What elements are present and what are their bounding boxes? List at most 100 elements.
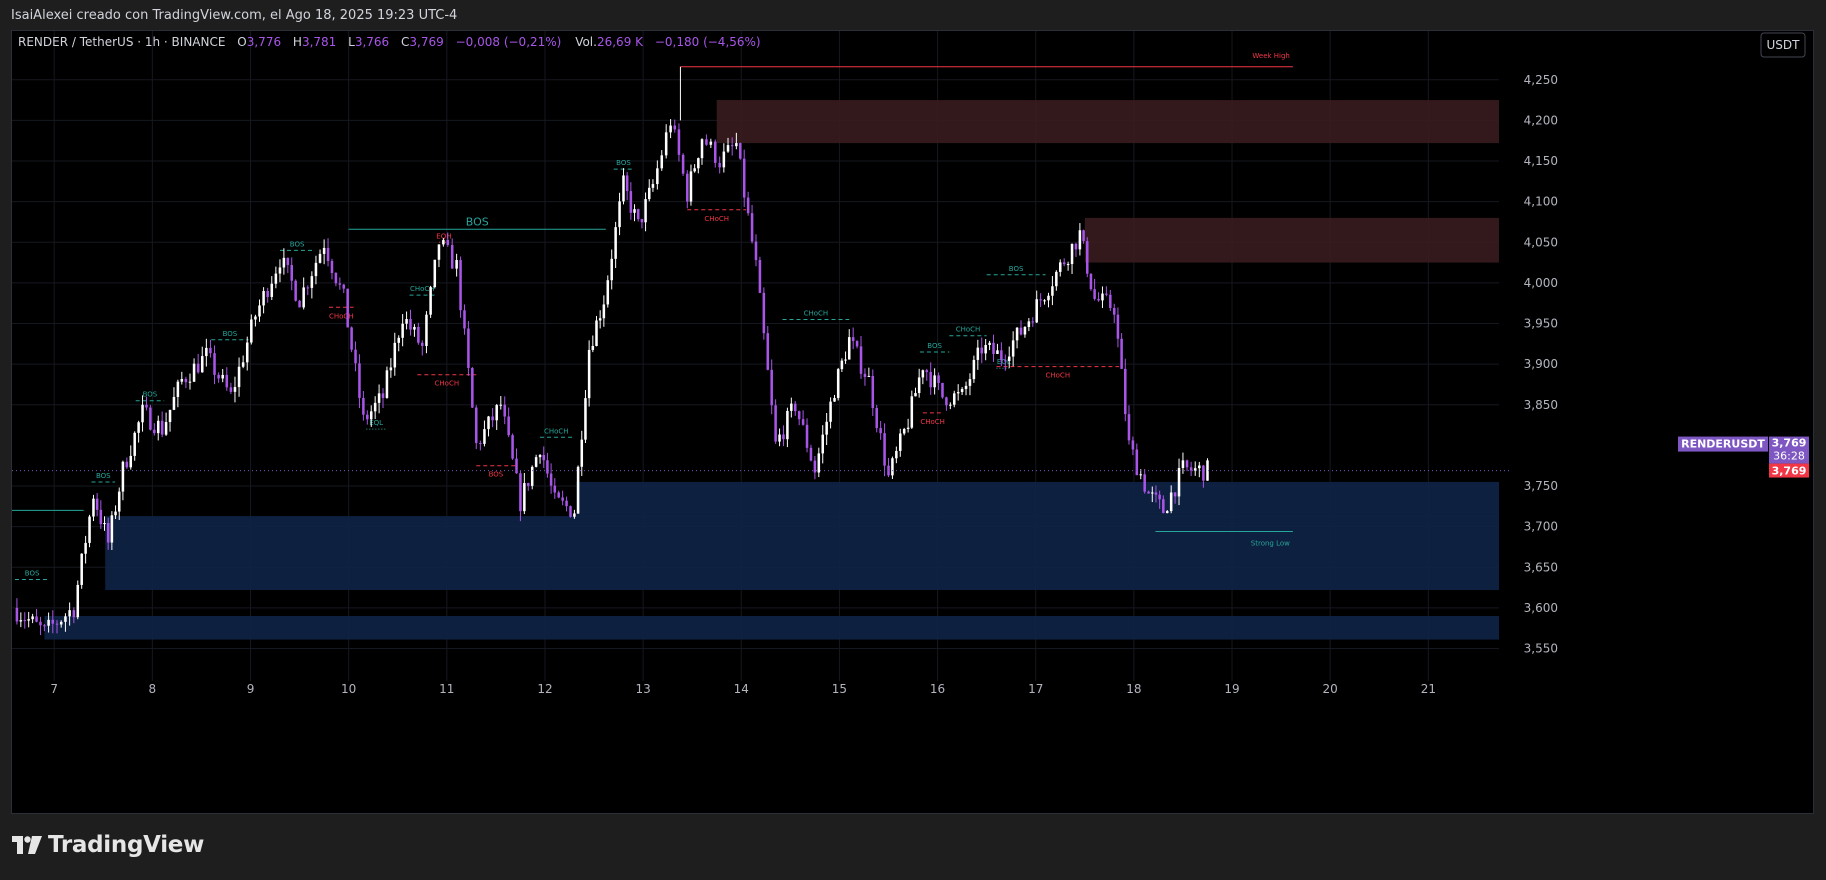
bearish-candle xyxy=(542,454,546,461)
x-tick-label: 16 xyxy=(930,682,945,696)
bearish-candle xyxy=(1116,314,1120,339)
bearish-candle xyxy=(762,292,766,334)
bearish-candle xyxy=(527,483,530,486)
bearish-candle xyxy=(992,342,995,354)
chart-canvas[interactable]: BOS BOS BOS BOS BOS BOS CHoCH EQH CHoCH EQL CHoCH B… xyxy=(12,31,1813,813)
strong-low-label: Strong Low xyxy=(1251,540,1290,548)
time-axis[interactable]: 7 8 9 10 11 12 13 14 15 16 17 18 19 20 21 xyxy=(50,682,1436,696)
bearish-candle xyxy=(290,265,294,281)
bearish-candle xyxy=(511,435,514,459)
bullish-candle xyxy=(437,244,441,260)
bullish-candle xyxy=(241,362,245,367)
bullish-candle xyxy=(1043,300,1046,302)
bullish-candle xyxy=(110,515,114,543)
bullish-candle xyxy=(660,155,664,169)
bullish-candle xyxy=(610,258,613,281)
bullish-candle xyxy=(373,402,377,412)
legend-high: 3,781 xyxy=(302,35,336,49)
x-tick-label: 12 xyxy=(537,682,552,696)
bullish-candle xyxy=(318,253,322,263)
bearish-candle xyxy=(72,610,76,618)
bullish-candle xyxy=(278,267,282,274)
price-axis[interactable]: 4,250 4,200 4,150 4,100 4,050 4,000 3,950 3,900… xyxy=(1524,73,1558,656)
bullish-candle xyxy=(669,125,672,133)
bullish-candle xyxy=(401,323,404,338)
structure-label: EQL xyxy=(997,358,1011,366)
bearish-candle xyxy=(730,145,734,147)
bullish-candle xyxy=(487,416,490,430)
bullish-candle xyxy=(1058,262,1062,272)
currency-button[interactable]: USDT xyxy=(1760,32,1806,58)
bullish-candle xyxy=(1035,299,1038,323)
bearish-candle xyxy=(929,371,932,388)
bearish-candle xyxy=(213,353,216,375)
bullish-candle xyxy=(656,168,659,185)
bullish-candle xyxy=(726,145,730,152)
bullish-candle xyxy=(47,619,50,626)
bullish-candle xyxy=(1027,321,1031,327)
bearish-candle xyxy=(1082,230,1085,242)
bullish-candle xyxy=(121,461,125,492)
structure-label: CHoCH xyxy=(1046,372,1071,380)
bullish-candle xyxy=(972,359,976,380)
bullish-candle xyxy=(442,239,445,245)
bullish-candle xyxy=(1101,293,1104,301)
bearish-candle xyxy=(980,347,984,354)
structure-label: BOS xyxy=(927,342,942,350)
bearish-candle xyxy=(1093,289,1096,299)
bullish-candle xyxy=(921,370,925,378)
bullish-candle xyxy=(180,378,184,382)
bearish-candle xyxy=(417,326,420,343)
bullish-candle xyxy=(192,363,196,382)
bearish-candle xyxy=(636,209,640,220)
bearish-candle xyxy=(677,129,681,155)
bearish-candle xyxy=(362,397,365,415)
bullish-candle xyxy=(221,374,224,379)
bullish-candle xyxy=(996,350,999,354)
bullish-candle xyxy=(1169,492,1173,512)
bearish-candle xyxy=(55,623,59,625)
structure-label: EQL xyxy=(369,419,383,427)
currency-label[interactable]: USDT xyxy=(1767,38,1801,52)
bullish-candle xyxy=(917,377,921,394)
bearish-candle xyxy=(99,509,103,525)
bullish-candle xyxy=(1023,326,1027,335)
legend-vol-label: Vol. xyxy=(575,35,597,49)
bearish-candle xyxy=(742,158,746,198)
bullish-candle xyxy=(906,427,910,429)
chart-panel[interactable]: BOS BOS BOS BOS BOS BOS CHoCH EQH CHoCH EQL CHoCH B… xyxy=(11,30,1814,814)
bearish-candle xyxy=(681,154,685,174)
bullish-candle xyxy=(176,381,180,397)
bearish-candle xyxy=(813,460,817,473)
bearish-candle xyxy=(561,497,564,501)
bearish-candle xyxy=(503,404,506,417)
bullish-candle xyxy=(1070,243,1074,265)
bullish-candle xyxy=(976,347,980,360)
bullish-candle xyxy=(618,201,621,228)
bullish-candle xyxy=(534,457,538,467)
bearish-candle xyxy=(463,310,466,329)
structure-label: BOS xyxy=(96,472,111,480)
legend-line: RENDER / TetherUS · 1h · BINANCE O3,776 … xyxy=(18,35,761,49)
bullish-candle xyxy=(322,247,326,254)
bearish-candle xyxy=(1162,499,1165,514)
bullish-candle xyxy=(844,359,847,361)
bearish-candle xyxy=(1039,299,1042,301)
y-tick-label: 4,050 xyxy=(1524,235,1558,249)
bearish-candle xyxy=(883,433,886,466)
y-tick-label: 4,100 xyxy=(1524,195,1558,209)
bearish-candle xyxy=(1185,460,1189,468)
bullish-candle xyxy=(933,375,936,388)
bullish-candle xyxy=(270,283,274,297)
bearish-candle xyxy=(569,506,572,517)
bearish-candle xyxy=(797,411,801,420)
y-tick-label: 3,550 xyxy=(1524,642,1558,656)
price-tag: RENDERUSDT 3,769 36:28 3,769 xyxy=(1678,436,1809,478)
bullish-candle xyxy=(914,393,917,397)
bullish-candle xyxy=(790,403,793,411)
structure-label: BOS xyxy=(489,471,504,479)
bar-countdown: 36:28 xyxy=(1773,450,1805,463)
bullish-candle xyxy=(31,616,34,620)
bullish-candle xyxy=(867,375,871,377)
tradingview-logo[interactable]: TradingView xyxy=(12,832,204,858)
